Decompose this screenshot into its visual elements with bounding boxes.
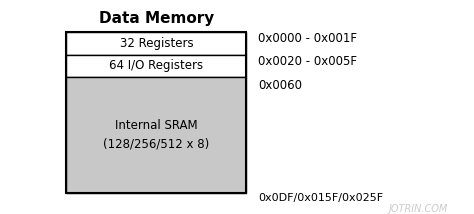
Bar <box>66 77 246 193</box>
Text: Data Memory: Data Memory <box>99 11 214 26</box>
Text: JOTRIN.COM: JOTRIN.COM <box>389 204 448 214</box>
Text: Internal SRAM
(128/256/512 x 8): Internal SRAM (128/256/512 x 8) <box>103 119 210 150</box>
Text: 64 I/O Registers: 64 I/O Registers <box>109 59 203 72</box>
Text: 0x0000 - 0x001F: 0x0000 - 0x001F <box>258 32 357 45</box>
Bar <box>66 32 246 193</box>
Text: 0x0DF/0x015F/0x025F: 0x0DF/0x015F/0x025F <box>258 193 383 203</box>
Text: 0x0020 - 0x005F: 0x0020 - 0x005F <box>258 55 357 68</box>
Bar <box>66 55 246 77</box>
Text: 32 Registers: 32 Registers <box>119 37 193 50</box>
Bar <box>66 32 246 55</box>
Text: 0x0060: 0x0060 <box>258 79 302 92</box>
